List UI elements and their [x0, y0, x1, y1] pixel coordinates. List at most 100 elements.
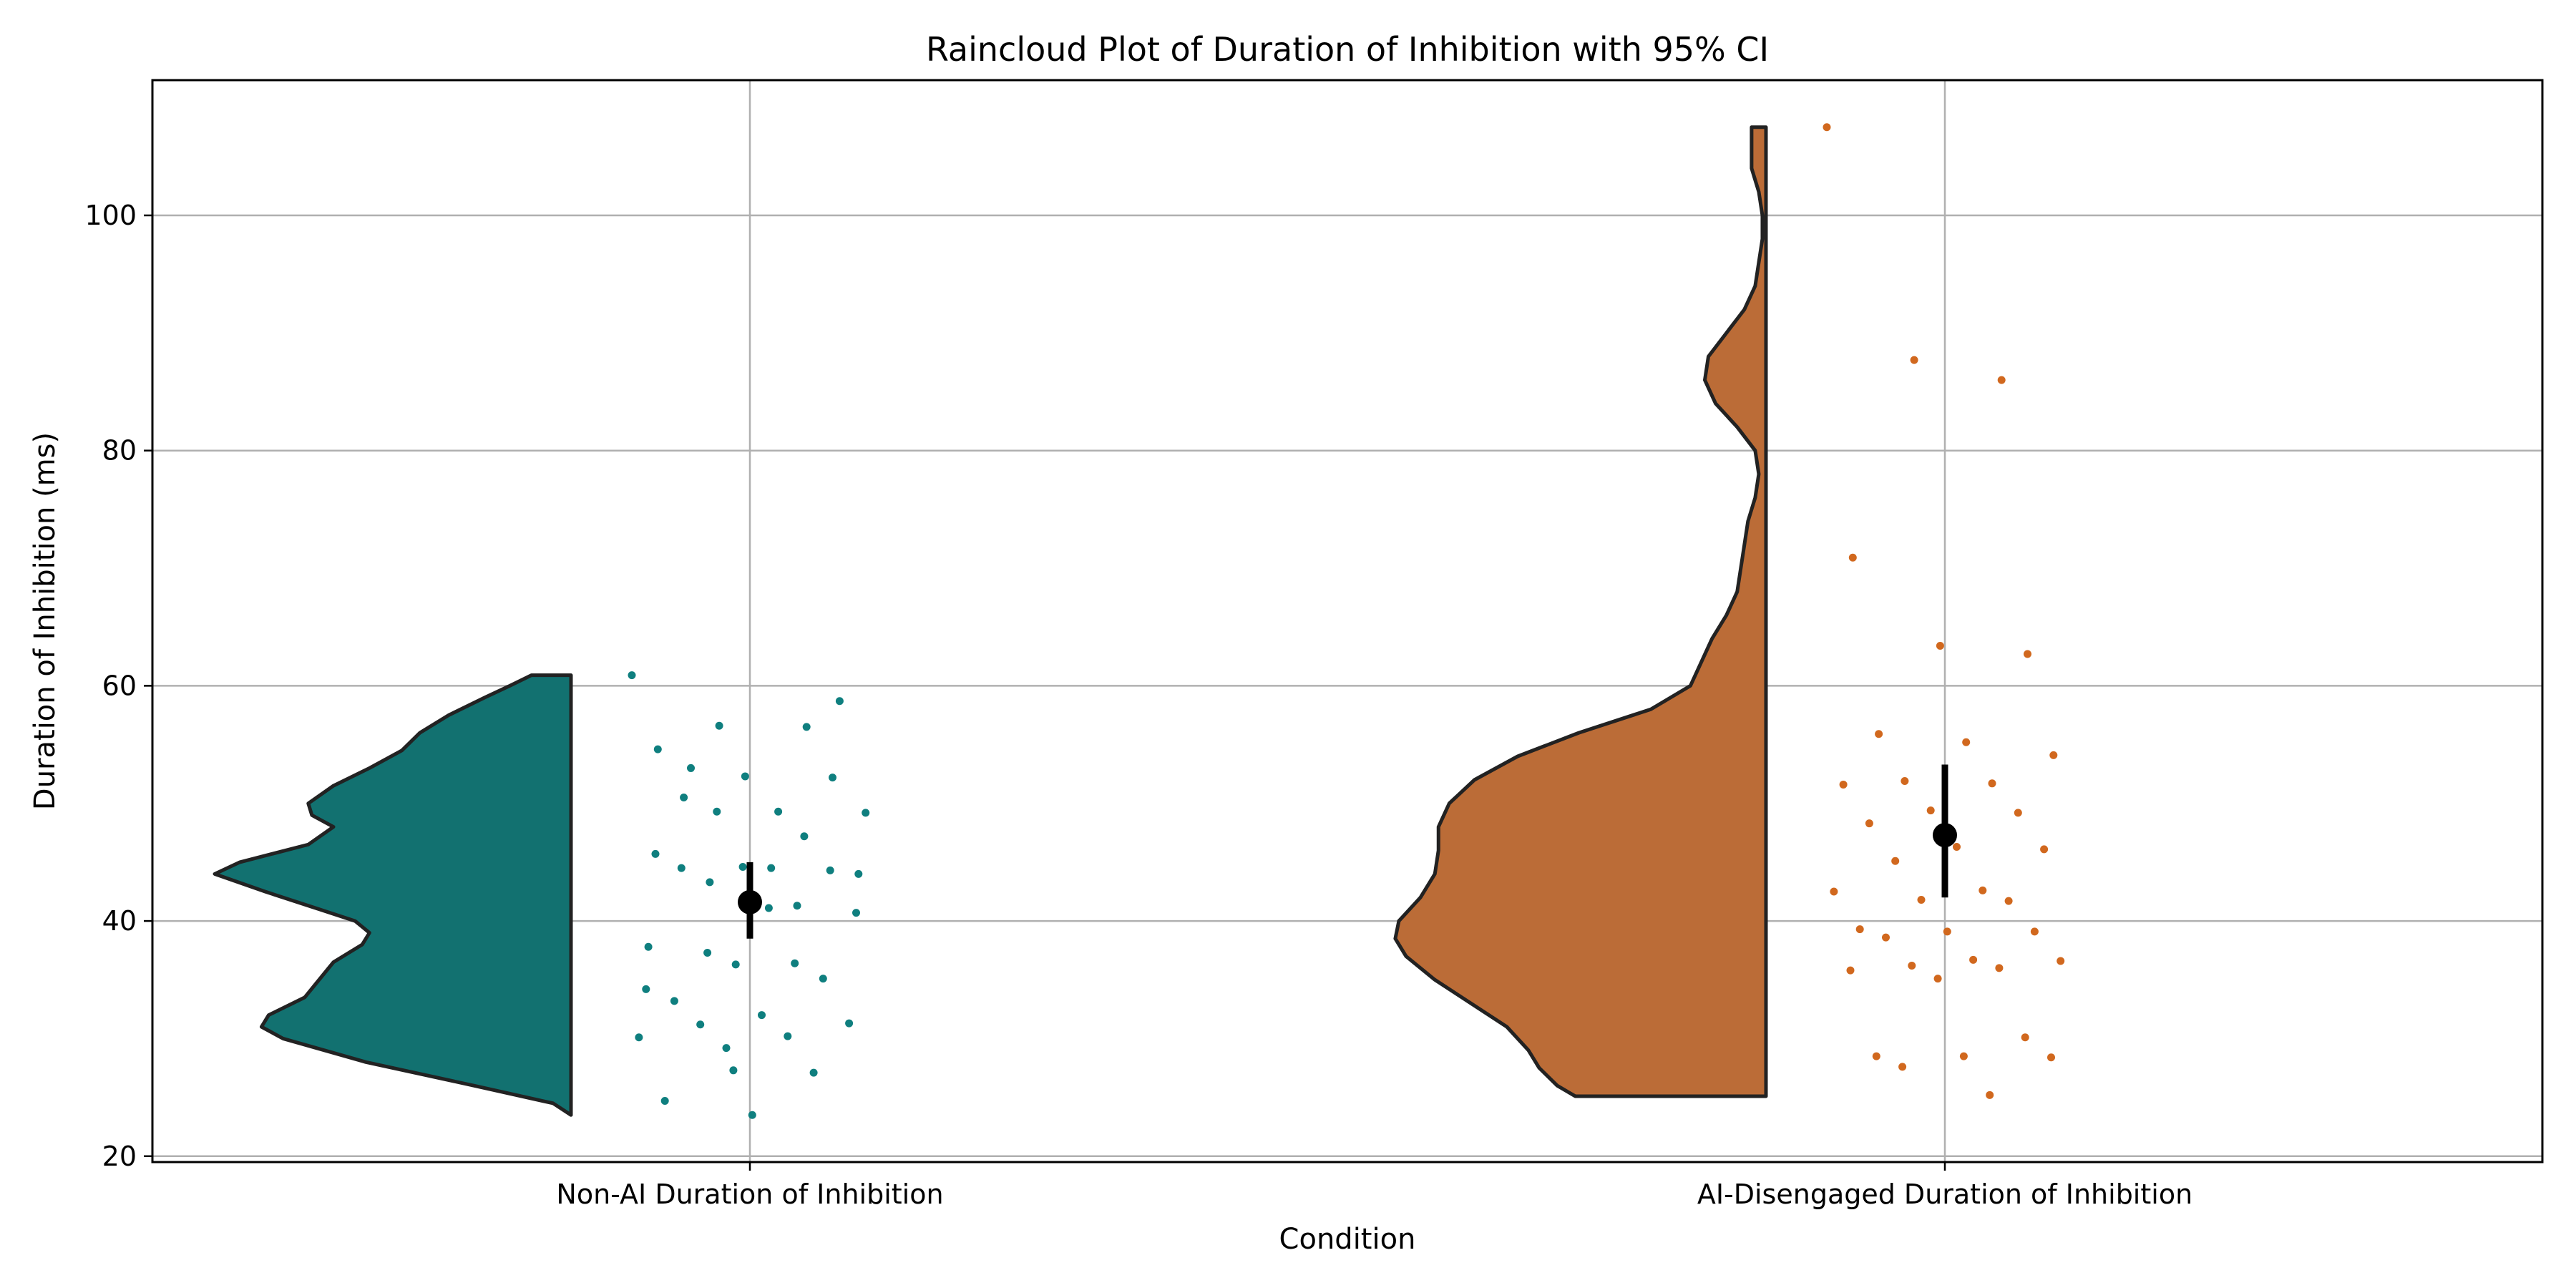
violin-half [1393, 125, 1768, 1098]
data-point [767, 864, 776, 872]
data-point [1865, 819, 1873, 828]
data-point [835, 697, 844, 706]
data-point [1953, 843, 1961, 852]
data-point [1962, 738, 1971, 746]
data-point [2030, 927, 2039, 936]
data-point [680, 794, 688, 802]
data-point [1882, 933, 1890, 942]
data-point [1943, 927, 1951, 936]
x-axis-ticks: Non-AI Duration of Inhibition AI-Disengag… [556, 1162, 2192, 1210]
y-axis-ticks: 20 40 60 80 100 [84, 200, 152, 1172]
data-point [670, 997, 678, 1005]
data-point [731, 960, 740, 969]
data-point [809, 1068, 818, 1077]
data-point [1959, 1052, 1968, 1060]
data-point [764, 904, 773, 912]
data-point [715, 721, 723, 730]
data-point [2014, 809, 2022, 817]
data-point [635, 1033, 643, 1042]
data-point [1926, 806, 1935, 815]
data-point [826, 866, 834, 874]
data-point [1933, 975, 1942, 983]
data-point [800, 832, 809, 841]
data-point [1898, 1063, 1907, 1071]
mean-marker [1933, 823, 1957, 848]
data-point [854, 869, 863, 878]
data-point [784, 1032, 792, 1040]
data-point [1855, 925, 1864, 934]
data-point [862, 809, 870, 817]
data-point [1830, 887, 1838, 896]
data-point [802, 723, 811, 731]
data-point [713, 807, 721, 816]
data-point [852, 909, 860, 917]
data-point [774, 807, 783, 816]
data-point [758, 1011, 766, 1020]
data-point [1917, 896, 1926, 904]
data-point [2049, 751, 2058, 759]
data-point [793, 902, 801, 910]
data-point [1988, 779, 1996, 788]
data-point [2004, 897, 2013, 905]
chart-title: Raincloud Plot of Duration of Inhibition… [926, 30, 1769, 69]
data-point [1908, 962, 1916, 970]
mean-marker [738, 889, 762, 914]
data-point [696, 1020, 705, 1029]
data-point [1872, 1052, 1880, 1060]
violins [213, 125, 1768, 1117]
data-point [653, 745, 662, 753]
confidence-intervals [738, 764, 1957, 939]
data-point [677, 864, 686, 872]
data-point [706, 878, 714, 887]
data-point [651, 849, 660, 858]
data-point [1901, 777, 1909, 786]
data-point [703, 948, 712, 957]
y-tick-label: 100 [84, 200, 137, 231]
data-point [2021, 1033, 2029, 1042]
y-tick-label: 60 [102, 670, 137, 701]
data-point [1846, 966, 1855, 975]
plot-frame [151, 79, 2544, 1163]
data-point [738, 862, 747, 871]
data-point [1839, 780, 1848, 789]
data-point [2047, 1053, 2055, 1062]
data-point [829, 774, 836, 782]
x-axis-label: Condition [1279, 1223, 1416, 1256]
data-point [845, 1019, 854, 1028]
data-point [1997, 376, 2006, 384]
data-point [2040, 845, 2049, 854]
data-point [687, 763, 695, 772]
data-points [628, 123, 2065, 1119]
x-tick-label: Non-AI Duration of Inhibition [556, 1179, 943, 1210]
data-point [819, 975, 827, 983]
data-point [1875, 730, 1883, 738]
y-axis-label: Duration of Inhibition (ms) [29, 432, 62, 810]
data-point [644, 942, 653, 951]
data-point [2057, 957, 2065, 965]
x-tick-label: AI-Disengaged Duration of Inhibition [1697, 1179, 2192, 1210]
violin-half [213, 673, 573, 1117]
data-point [1969, 955, 1978, 964]
data-point [1936, 642, 1944, 650]
data-point [642, 985, 650, 993]
data-point [628, 671, 636, 680]
data-point [660, 1097, 669, 1106]
y-tick-label: 20 [102, 1141, 137, 1172]
data-point [1995, 964, 2004, 972]
data-point [2024, 650, 2031, 658]
data-point [791, 959, 799, 967]
data-point [1979, 886, 1987, 894]
data-point [741, 772, 749, 781]
data-point [1910, 356, 1918, 364]
data-point [1891, 857, 1900, 865]
y-tick-label: 80 [102, 435, 137, 467]
data-point [748, 1111, 756, 1119]
data-point [729, 1066, 738, 1075]
data-point [1848, 553, 1857, 562]
data-point [1823, 123, 1831, 132]
data-point [1986, 1091, 1994, 1099]
data-point [722, 1044, 731, 1053]
y-tick-label: 40 [102, 905, 137, 937]
